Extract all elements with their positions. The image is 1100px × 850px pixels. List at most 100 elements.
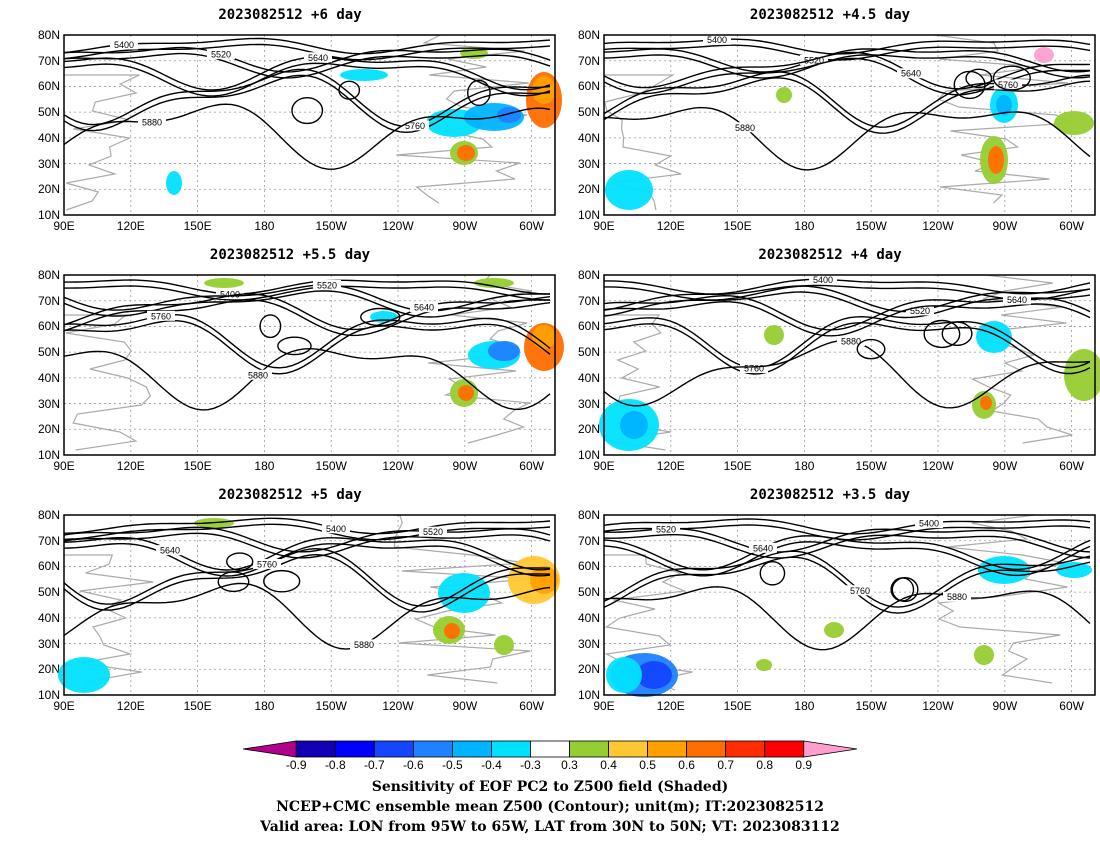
colorbar-tick-label: -0.6 bbox=[403, 758, 424, 772]
z500-contour bbox=[603, 51, 1091, 90]
colorbar-tick-label: -0.5 bbox=[442, 758, 463, 772]
colorbar-segment bbox=[686, 740, 727, 758]
colorbar-tick-label: -0.7 bbox=[363, 758, 385, 772]
z500-contour bbox=[63, 290, 551, 318]
contour-label: 5640 bbox=[414, 303, 434, 313]
contour-label: 5400 bbox=[326, 524, 346, 534]
contour-label: 5520 bbox=[211, 50, 231, 60]
contour-label: 5400 bbox=[220, 289, 240, 299]
map-frame bbox=[603, 34, 1096, 216]
colorbar-segment bbox=[334, 740, 375, 758]
lon-label: 150W bbox=[855, 459, 887, 473]
lon-label: 180 bbox=[794, 219, 815, 233]
colorbar-segment bbox=[530, 740, 570, 758]
coastline bbox=[934, 514, 1068, 684]
panel-3: 2023082512 +5.5 day 80N 70N 60N 50N 40N 30N 20… bbox=[20, 245, 564, 485]
z500-closed-contour bbox=[360, 307, 401, 327]
colorbar-tick-label: 0.6 bbox=[678, 758, 695, 772]
panel-title: 2023082512 +5.5 day bbox=[209, 247, 371, 263]
sensitivity-shading bbox=[980, 396, 992, 410]
panel-4: 2023082512 +4 day 80N 70N 60N 50N 40N 30N 20N 1… bbox=[560, 245, 1100, 485]
sensitivity-shading bbox=[764, 325, 784, 345]
z500-closed-contour bbox=[338, 80, 361, 100]
lon-label: 60W bbox=[1059, 459, 1084, 473]
contour-label: 5400 bbox=[919, 519, 939, 529]
contour-label-bg bbox=[837, 335, 865, 346]
lat-label: 30N bbox=[577, 396, 600, 411]
contour-label-bg bbox=[846, 585, 874, 596]
lat-label: 10N bbox=[577, 688, 600, 702]
sensitivity-shading bbox=[532, 325, 556, 349]
lon-label: 90E bbox=[53, 699, 75, 713]
z500-contour bbox=[63, 523, 551, 541]
z500-closed-contour bbox=[467, 79, 491, 107]
panel-5: 2023082512 +5 day 80N 70N 60N 50N 40N 30N 20N 1… bbox=[20, 485, 560, 725]
contour-label-bg bbox=[207, 49, 235, 60]
z500-contour bbox=[63, 284, 551, 312]
contour-label-bg bbox=[1003, 294, 1031, 305]
z500-contour bbox=[63, 43, 551, 61]
sensitivity-shading bbox=[58, 657, 110, 693]
lon-label: 150W bbox=[855, 699, 887, 713]
lon-label: 150W bbox=[315, 699, 347, 713]
lat-label: 60N bbox=[577, 319, 600, 334]
contour-label-bg bbox=[216, 288, 244, 299]
lat-label: 70N bbox=[37, 293, 60, 308]
lon-label: 90E bbox=[53, 459, 75, 473]
colorbar-tick-label: -0.4 bbox=[481, 758, 502, 772]
contour-label: 5760 bbox=[744, 363, 764, 373]
contour-label-bg bbox=[419, 526, 447, 537]
lat-label: 50N bbox=[37, 585, 60, 600]
contour-label: 5520 bbox=[423, 527, 443, 537]
contour-label: 5760 bbox=[151, 311, 171, 321]
lat-label: 60N bbox=[577, 79, 600, 94]
lat-label: 20N bbox=[577, 662, 600, 677]
map-plot: 5400 5520 5640 5760 5880 bbox=[603, 34, 1096, 216]
colorbar-tick-label: 0.8 bbox=[756, 758, 774, 772]
contour-label: 5520 bbox=[317, 280, 337, 290]
z500-contour bbox=[603, 106, 1091, 171]
z500-contour bbox=[603, 315, 1091, 369]
z500-contour bbox=[63, 532, 551, 559]
lon-label: 60W bbox=[519, 219, 544, 233]
lon-label: 90E bbox=[593, 459, 615, 473]
lon-label: 120E bbox=[656, 219, 685, 233]
lat-label: 10N bbox=[37, 448, 60, 462]
sensitivity-shading bbox=[620, 411, 648, 439]
lon-label: 180 bbox=[254, 459, 275, 473]
z500-contour bbox=[603, 54, 1091, 79]
map-frame bbox=[603, 514, 1096, 696]
lat-label: 70N bbox=[37, 533, 60, 548]
lon-label: 120E bbox=[116, 219, 145, 233]
contour-label: 5640 bbox=[1007, 295, 1027, 305]
z500-contour bbox=[603, 528, 1091, 553]
lon-label: 60W bbox=[519, 459, 544, 473]
z500-contour bbox=[63, 74, 551, 134]
colorbar bbox=[243, 740, 857, 758]
z500-contour bbox=[63, 543, 551, 577]
contour-label-bg bbox=[313, 279, 341, 290]
contour-label: 5760 bbox=[850, 586, 870, 596]
z500-contour bbox=[63, 293, 551, 331]
lat-label: 80N bbox=[37, 28, 60, 42]
lon-label: 120E bbox=[116, 699, 145, 713]
z500-contour bbox=[63, 526, 551, 553]
lon-label: 180 bbox=[254, 219, 275, 233]
lat-label: 10N bbox=[37, 208, 60, 222]
z500-contour bbox=[603, 541, 1091, 577]
colorbar-tick-label: 0.5 bbox=[639, 758, 656, 772]
lat-label: 80N bbox=[37, 508, 60, 522]
colorbar-segment bbox=[725, 740, 766, 758]
panel-title: 2023082512 +4 day bbox=[758, 247, 902, 263]
lon-label: 90W bbox=[452, 459, 478, 473]
lon-label: 180 bbox=[794, 699, 815, 713]
z500-contour bbox=[64, 279, 550, 295]
z500-closed-contour bbox=[890, 577, 915, 602]
contour-label: 5880 bbox=[841, 336, 861, 346]
lat-label: 20N bbox=[37, 422, 60, 437]
colorbar-segment bbox=[647, 740, 688, 758]
map-frame bbox=[63, 274, 556, 456]
z500-closed-contour bbox=[259, 314, 282, 339]
colorbar-tick-label: -0.8 bbox=[324, 758, 346, 772]
lon-label: 150E bbox=[183, 219, 212, 233]
